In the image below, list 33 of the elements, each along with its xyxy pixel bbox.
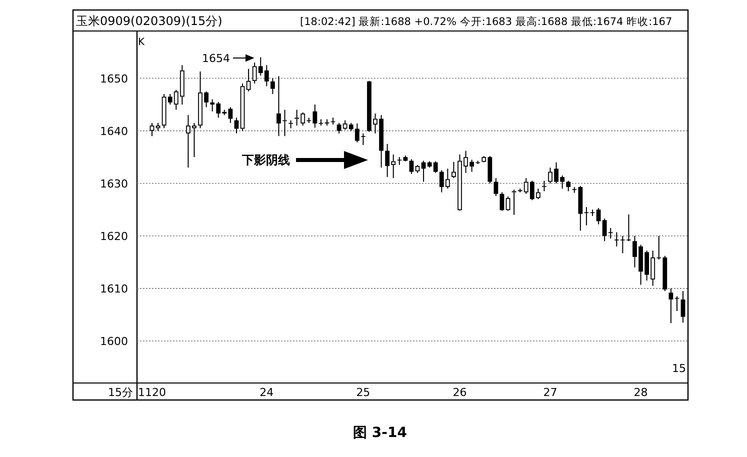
candlestick <box>150 122 154 137</box>
x-tick-label: 26 <box>452 386 467 399</box>
x-axis-title: 15分 <box>108 386 133 399</box>
x-tick-label: 27 <box>543 386 558 399</box>
y-tick-label: 1640 <box>100 124 128 138</box>
annotation: 下影阴线 <box>241 153 290 167</box>
x-tick-label: 24 <box>260 386 274 399</box>
y-tick-label: 1620 <box>100 230 128 243</box>
candlestick <box>566 180 571 192</box>
candlestick <box>409 158 414 174</box>
candlestick <box>246 68 251 92</box>
candlestick <box>596 208 601 225</box>
x-tick-label: 1120 <box>138 386 166 399</box>
candlestick <box>270 78 275 95</box>
candlestick <box>240 83 245 132</box>
y-tick-label: 1610 <box>100 282 128 296</box>
y-tick-label: 1630 <box>100 177 128 190</box>
candlestick <box>542 180 546 192</box>
chart-title: 玉米0909(020309)(15分) <box>76 14 222 28</box>
candlestick <box>506 196 510 212</box>
y-tick-label: 1600 <box>100 334 128 348</box>
candlestick <box>680 290 686 324</box>
y-tick-label: 1650 <box>100 72 128 86</box>
chart-subtitle: [18:02:42] 最新:1688 +0.72% 今开:1683 最高:1688 最低:1674 昨收:167 <box>300 15 672 28</box>
annotation: K <box>138 37 145 48</box>
candlestick <box>668 288 674 324</box>
caption: 图 3-14 <box>353 425 408 441</box>
candlestick <box>512 189 516 216</box>
x-tick-label: 28 <box>634 386 648 399</box>
annotation: 1654 <box>202 52 230 65</box>
annotation: 15 <box>672 362 686 375</box>
candlestick <box>494 178 498 196</box>
x-tick-label: 25 <box>356 386 370 399</box>
